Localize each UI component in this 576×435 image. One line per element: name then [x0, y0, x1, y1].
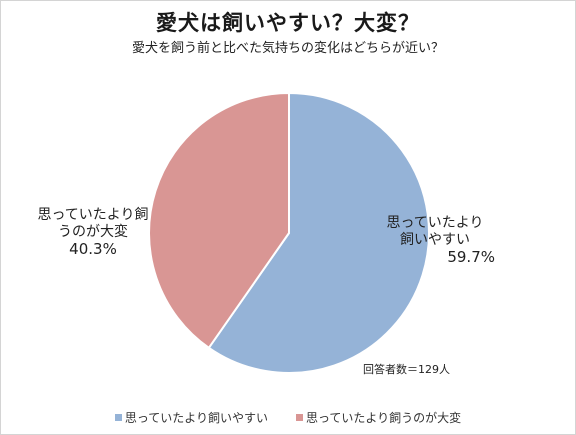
- chart-title: 愛犬は飼いやすい？大変？: [156, 11, 420, 35]
- slice-label-easy: 思っていたより 飼いやすい 59.7%: [371, 215, 499, 266]
- slice-label-difficult-line-1: 思っていたより飼: [37, 207, 149, 223]
- slice-label-easy-line-1: 思っていたより: [386, 215, 484, 231]
- legend-label-easy: 思っていたより飼いやすい: [124, 411, 268, 425]
- legend-swatch-easy: [114, 414, 122, 421]
- slice-label-difficult-line-2: うのが大変: [58, 224, 128, 240]
- chart-subtitle: 愛犬を飼う前と比べた気持ちの変化はどちらが近い？: [131, 41, 444, 56]
- respondent-count: 回答者数＝129人: [363, 363, 450, 376]
- slice-percent-difficult: 40.3%: [69, 240, 117, 258]
- slice-label-easy-line-2: 飼いやすい: [400, 232, 470, 248]
- slice-label-difficult: 思っていたより飼 うのが大変 40.3%: [29, 207, 157, 258]
- pie-slice-difficult: [148, 91, 290, 350]
- legend-item-difficult: 思っていたより飼うのが大変: [296, 409, 461, 426]
- legend-label-difficult: 思っていたより飼うのが大変: [306, 411, 462, 425]
- legend-item-easy: 思っていたより飼いやすい: [114, 409, 268, 426]
- slice-percent-easy: 59.7%: [447, 248, 495, 266]
- legend: 思っていたより飼いやすい 思っていたより飼うのが大変: [1, 409, 575, 426]
- pie-slice-easy: [207, 91, 430, 374]
- legend-swatch-difficult: [296, 414, 303, 421]
